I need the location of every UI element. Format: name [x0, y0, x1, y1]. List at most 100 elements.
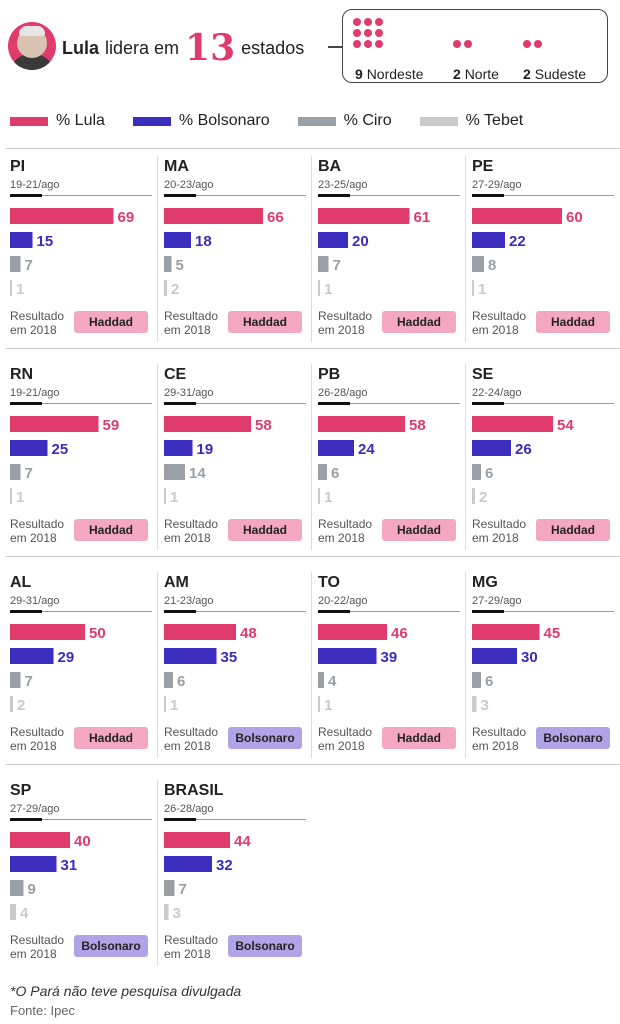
result-label: Resultado em 2018 [318, 517, 373, 545]
result-label: Resultado em 2018 [318, 309, 373, 337]
state-panel: SP 27-29/ago 40 31 9 4 Resultado em 2018 Bolson… [10, 782, 152, 978]
state-panel: BA 23-25/ago 61 20 7 1 Resultado em 2018 Haddad [318, 158, 460, 354]
region-label: 2 Sudeste [523, 66, 587, 82]
value-label-tebet: 1 [170, 697, 178, 714]
result-label: Resultado em 2018 [164, 933, 219, 961]
value-label-tebet: 1 [170, 489, 178, 506]
panel-rule-accent [10, 402, 42, 405]
bar-lula [10, 624, 85, 640]
state-name: SP [10, 782, 32, 799]
state-panel: RN 19-21/ago 59 25 7 1 Resultado em 2018 Haddad [10, 366, 152, 562]
panel-rule [10, 819, 152, 820]
panel-rule [318, 611, 460, 612]
bar-ciro [10, 464, 21, 480]
value-label-ciro: 6 [485, 465, 493, 482]
bar-chart: 60 22 81 [472, 208, 583, 298]
value-label-tebet: 2 [17, 697, 25, 714]
region-dot [534, 40, 542, 48]
source: Fonte: Ipec [10, 1003, 76, 1018]
poll-dates: 19-21/ago [10, 179, 60, 191]
column-divider [311, 572, 312, 758]
value-label-bolsonaro: 39 [381, 649, 398, 666]
value-label-tebet: 1 [16, 489, 24, 506]
result-label: Resultado em 2018 [472, 309, 527, 337]
bar-ciro [318, 672, 324, 688]
bar-lula [164, 416, 251, 432]
bar-chart: 59 25 71 [10, 416, 120, 506]
headline: Lula lidera em 13 estados [62, 26, 304, 70]
bar-bolsonaro [10, 440, 48, 456]
bar-ciro [164, 256, 172, 272]
column-divider [157, 364, 158, 550]
value-label-ciro: 7 [25, 673, 33, 690]
bar-bolsonaro [472, 232, 505, 248]
value-label-tebet: 1 [324, 281, 332, 298]
value-label-lula: 58 [255, 417, 272, 434]
bar-bolsonaro [318, 232, 348, 248]
value-label-ciro: 5 [176, 257, 184, 274]
panel-rule-accent [164, 402, 196, 405]
region-dot [353, 29, 361, 37]
region-norte: 2 Norte [453, 18, 499, 82]
lula-avatar [8, 22, 56, 70]
value-label-lula: 59 [103, 417, 120, 434]
bar-bolsonaro [472, 648, 517, 664]
result-2018-badge: Haddad [382, 311, 456, 333]
region-dots [523, 40, 542, 48]
value-label-bolsonaro: 26 [515, 441, 532, 458]
state-panel: SE 22-24/ago 54 26 6 2 Resultado em 2018 Haddad [472, 366, 614, 562]
value-label-ciro: 7 [25, 257, 33, 274]
bar-tebet [164, 696, 166, 712]
state-panel: AM 21-23/ago 48 35 6 1 Resultado em 2018 Bolson… [164, 574, 306, 770]
bar-lula [164, 832, 230, 848]
bar-bolsonaro [318, 440, 354, 456]
panel-rule [164, 403, 306, 404]
result-label: Resultado em 2018 [164, 725, 219, 753]
poll-dates: 26-28/ago [164, 803, 214, 815]
bar-tebet [10, 488, 12, 504]
panel-rule-accent [164, 610, 196, 613]
panel-rule [318, 195, 460, 196]
region-dot [364, 29, 372, 37]
result-2018-badge: Haddad [536, 519, 610, 541]
bar-bolsonaro [10, 232, 33, 248]
value-label-tebet: 1 [16, 281, 24, 298]
value-label-lula: 54 [557, 417, 574, 434]
state-name: PI [10, 158, 26, 175]
legend-lula: % Lula [10, 112, 105, 130]
bar-ciro [10, 256, 21, 272]
panel-rule-accent [472, 610, 504, 613]
value-label-lula: 61 [414, 209, 431, 226]
value-label-tebet: 1 [324, 489, 332, 506]
value-label-ciro: 4 [328, 673, 337, 690]
bar-tebet [10, 696, 13, 712]
bar-ciro [164, 672, 173, 688]
value-label-tebet: 2 [479, 489, 487, 506]
bar-lula [472, 416, 553, 432]
result-label: Resultado em 2018 [10, 309, 65, 337]
legend-ciro: % Ciro [297, 112, 392, 130]
region-sudeste: 2 Sudeste [523, 18, 586, 82]
value-label-lula: 50 [89, 625, 106, 642]
value-label-tebet: 3 [481, 697, 489, 714]
bar-ciro [318, 256, 329, 272]
state-name: BRASIL [164, 782, 224, 799]
region-dot [375, 18, 383, 26]
value-label-tebet: 1 [324, 697, 332, 714]
region-dot [453, 40, 461, 48]
bar-lula [10, 208, 114, 224]
state-name: AM [164, 574, 189, 591]
state-name: TO [318, 574, 340, 591]
result-2018-badge: Bolsonaro [228, 935, 302, 957]
result-2018-badge: Haddad [228, 311, 302, 333]
result-2018-badge: Bolsonaro [74, 935, 148, 957]
region-dots [353, 18, 383, 48]
column-divider [311, 364, 312, 550]
bar-chart: 45 30 6 3 [472, 624, 560, 714]
value-label-bolsonaro: 20 [352, 233, 369, 250]
bar-chart: 58 19 14 1 [164, 416, 272, 506]
bar-chart: 58 24 6 1 [318, 416, 426, 506]
bar-tebet [318, 488, 320, 504]
